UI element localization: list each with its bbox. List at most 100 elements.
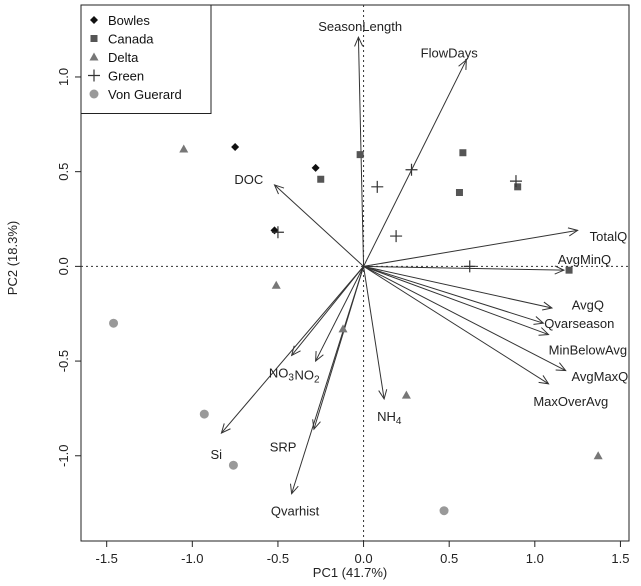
point-green (509, 175, 522, 188)
legend-marker-canada (90, 35, 98, 42)
point-delta (338, 324, 348, 333)
arrowhead-avgmaxq (555, 362, 567, 372)
arrow-maxoveravg (363, 265, 549, 385)
plot-frame (80, 4, 630, 542)
point-canada (455, 189, 463, 197)
arrow-avgmaxq (363, 265, 566, 371)
legend-marker-von-guerard (89, 89, 99, 99)
label-srp: SRP (270, 439, 297, 454)
x-tick-label: -0.5 (267, 551, 289, 566)
point-delta (271, 280, 281, 289)
x-tick-label: -1.5 (95, 551, 117, 566)
arrowhead-avgq (542, 301, 554, 311)
legend-marker-delta (89, 52, 99, 61)
point-bowles (311, 163, 320, 172)
point-canada (356, 151, 364, 159)
legend-box (80, 4, 212, 114)
label-flowdays: FlowDays (421, 45, 479, 60)
legend-marker-bowles (90, 16, 98, 24)
legend: Bowles Canada Delta Green Von Guerard (80, 4, 212, 114)
label-seasonlength: SeasonLength (318, 19, 402, 34)
legend-marker-green (88, 69, 100, 82)
data-points (109, 143, 603, 516)
point-von-guerard (439, 506, 449, 516)
arrow-qvarhist (291, 266, 365, 494)
arrowhead-minbelowavg (538, 327, 550, 336)
point-delta (401, 390, 411, 399)
x-tick-label: 1.0 (526, 551, 544, 566)
arrowhead-doc (273, 184, 285, 195)
arrow-flowdays (363, 59, 467, 267)
label-avgmaxq: AvgMaxQ (571, 369, 628, 384)
label-qvarseason: Qvarseason (544, 316, 614, 331)
y-tick-label: -1.0 (56, 445, 71, 467)
point-green (371, 180, 384, 193)
y-tick-label: 0.5 (56, 163, 71, 181)
x-tick-label: 0.0 (355, 551, 373, 566)
arrowhead-flowdays (458, 58, 467, 70)
variable-arrows (220, 35, 579, 495)
label-maxoveravg: MaxOverAvg (533, 394, 608, 409)
point-von-guerard (228, 460, 238, 470)
arrow-no3 (291, 266, 364, 356)
y-tick-label: 1.0 (56, 68, 71, 86)
label-qvarhist: Qvarhist (271, 504, 320, 519)
arrowhead-qvarhist (290, 483, 299, 495)
point-canada (514, 183, 522, 191)
point-delta (593, 451, 603, 460)
label-no3: NO3 (269, 365, 295, 383)
arrow-avgq (363, 265, 553, 309)
point-bowles (231, 143, 240, 152)
label-avgq: AvgQ (572, 297, 604, 312)
label-si: Si (211, 447, 223, 462)
reference-lines (81, 5, 629, 541)
point-green (390, 230, 403, 243)
arrowhead-no2 (315, 351, 324, 363)
arrow-no2 (315, 266, 365, 362)
legend-label-canada: Canada (108, 32, 154, 47)
variable-labels: SeasonLength FlowDays DOC TotalQ AvgMinQ AvgQ… (211, 19, 629, 519)
x-axis: -1.5 -1.0 -0.5 0.0 0.5 1.0 1.5 (95, 541, 629, 566)
point-green (405, 163, 418, 176)
arrowhead-maxoveravg (538, 375, 550, 385)
label-no2: NO2 (295, 367, 321, 385)
arrow-nh4 (363, 266, 385, 400)
label-nh4: NH4 (377, 409, 402, 427)
arrow-minbelowavg (363, 265, 549, 336)
y-axis-title: PC2 (18.3%) (5, 221, 20, 295)
label-doc: DOC (234, 172, 263, 187)
point-canada (565, 266, 573, 274)
x-tick-label: -1.0 (181, 551, 203, 566)
arrowhead-avgminq (554, 265, 566, 275)
y-axis: -1.0 -0.5 0.0 0.5 1.0 (56, 68, 81, 467)
point-von-guerard (109, 318, 119, 328)
arrow-si (221, 266, 364, 434)
point-von-guerard (199, 409, 209, 419)
legend-label-bowles: Bowles (108, 13, 150, 28)
legend-label-delta: Delta (108, 50, 139, 65)
x-tick-label: 1.5 (611, 551, 629, 566)
arrowhead-srp (312, 419, 321, 431)
point-canada (459, 149, 467, 157)
arrowhead-nh4 (378, 389, 388, 401)
y-tick-label: 0.0 (56, 257, 71, 275)
legend-label-von-guerard: Von Guerard (108, 87, 182, 102)
label-totalq: TotalQ (590, 229, 628, 244)
arrowhead-si (220, 423, 231, 434)
point-green (463, 260, 476, 273)
x-axis-title: PC1 (41.7%) (313, 565, 387, 580)
label-minbelowavg: MinBelowAvg (549, 343, 628, 358)
plot-border (80, 4, 630, 542)
point-bowles (270, 226, 279, 235)
arrow-avgminq (363, 265, 564, 271)
arrow-totalq (363, 229, 578, 267)
label-avgminq: AvgMinQ (558, 252, 611, 267)
point-canada (317, 175, 325, 183)
arrow-qvarseason (363, 265, 544, 324)
arrowhead-totalq (567, 227, 579, 237)
legend-label-green: Green (108, 69, 144, 84)
point-delta (179, 144, 189, 153)
arrowhead-seasonlength (354, 35, 364, 47)
point-green (271, 226, 284, 239)
